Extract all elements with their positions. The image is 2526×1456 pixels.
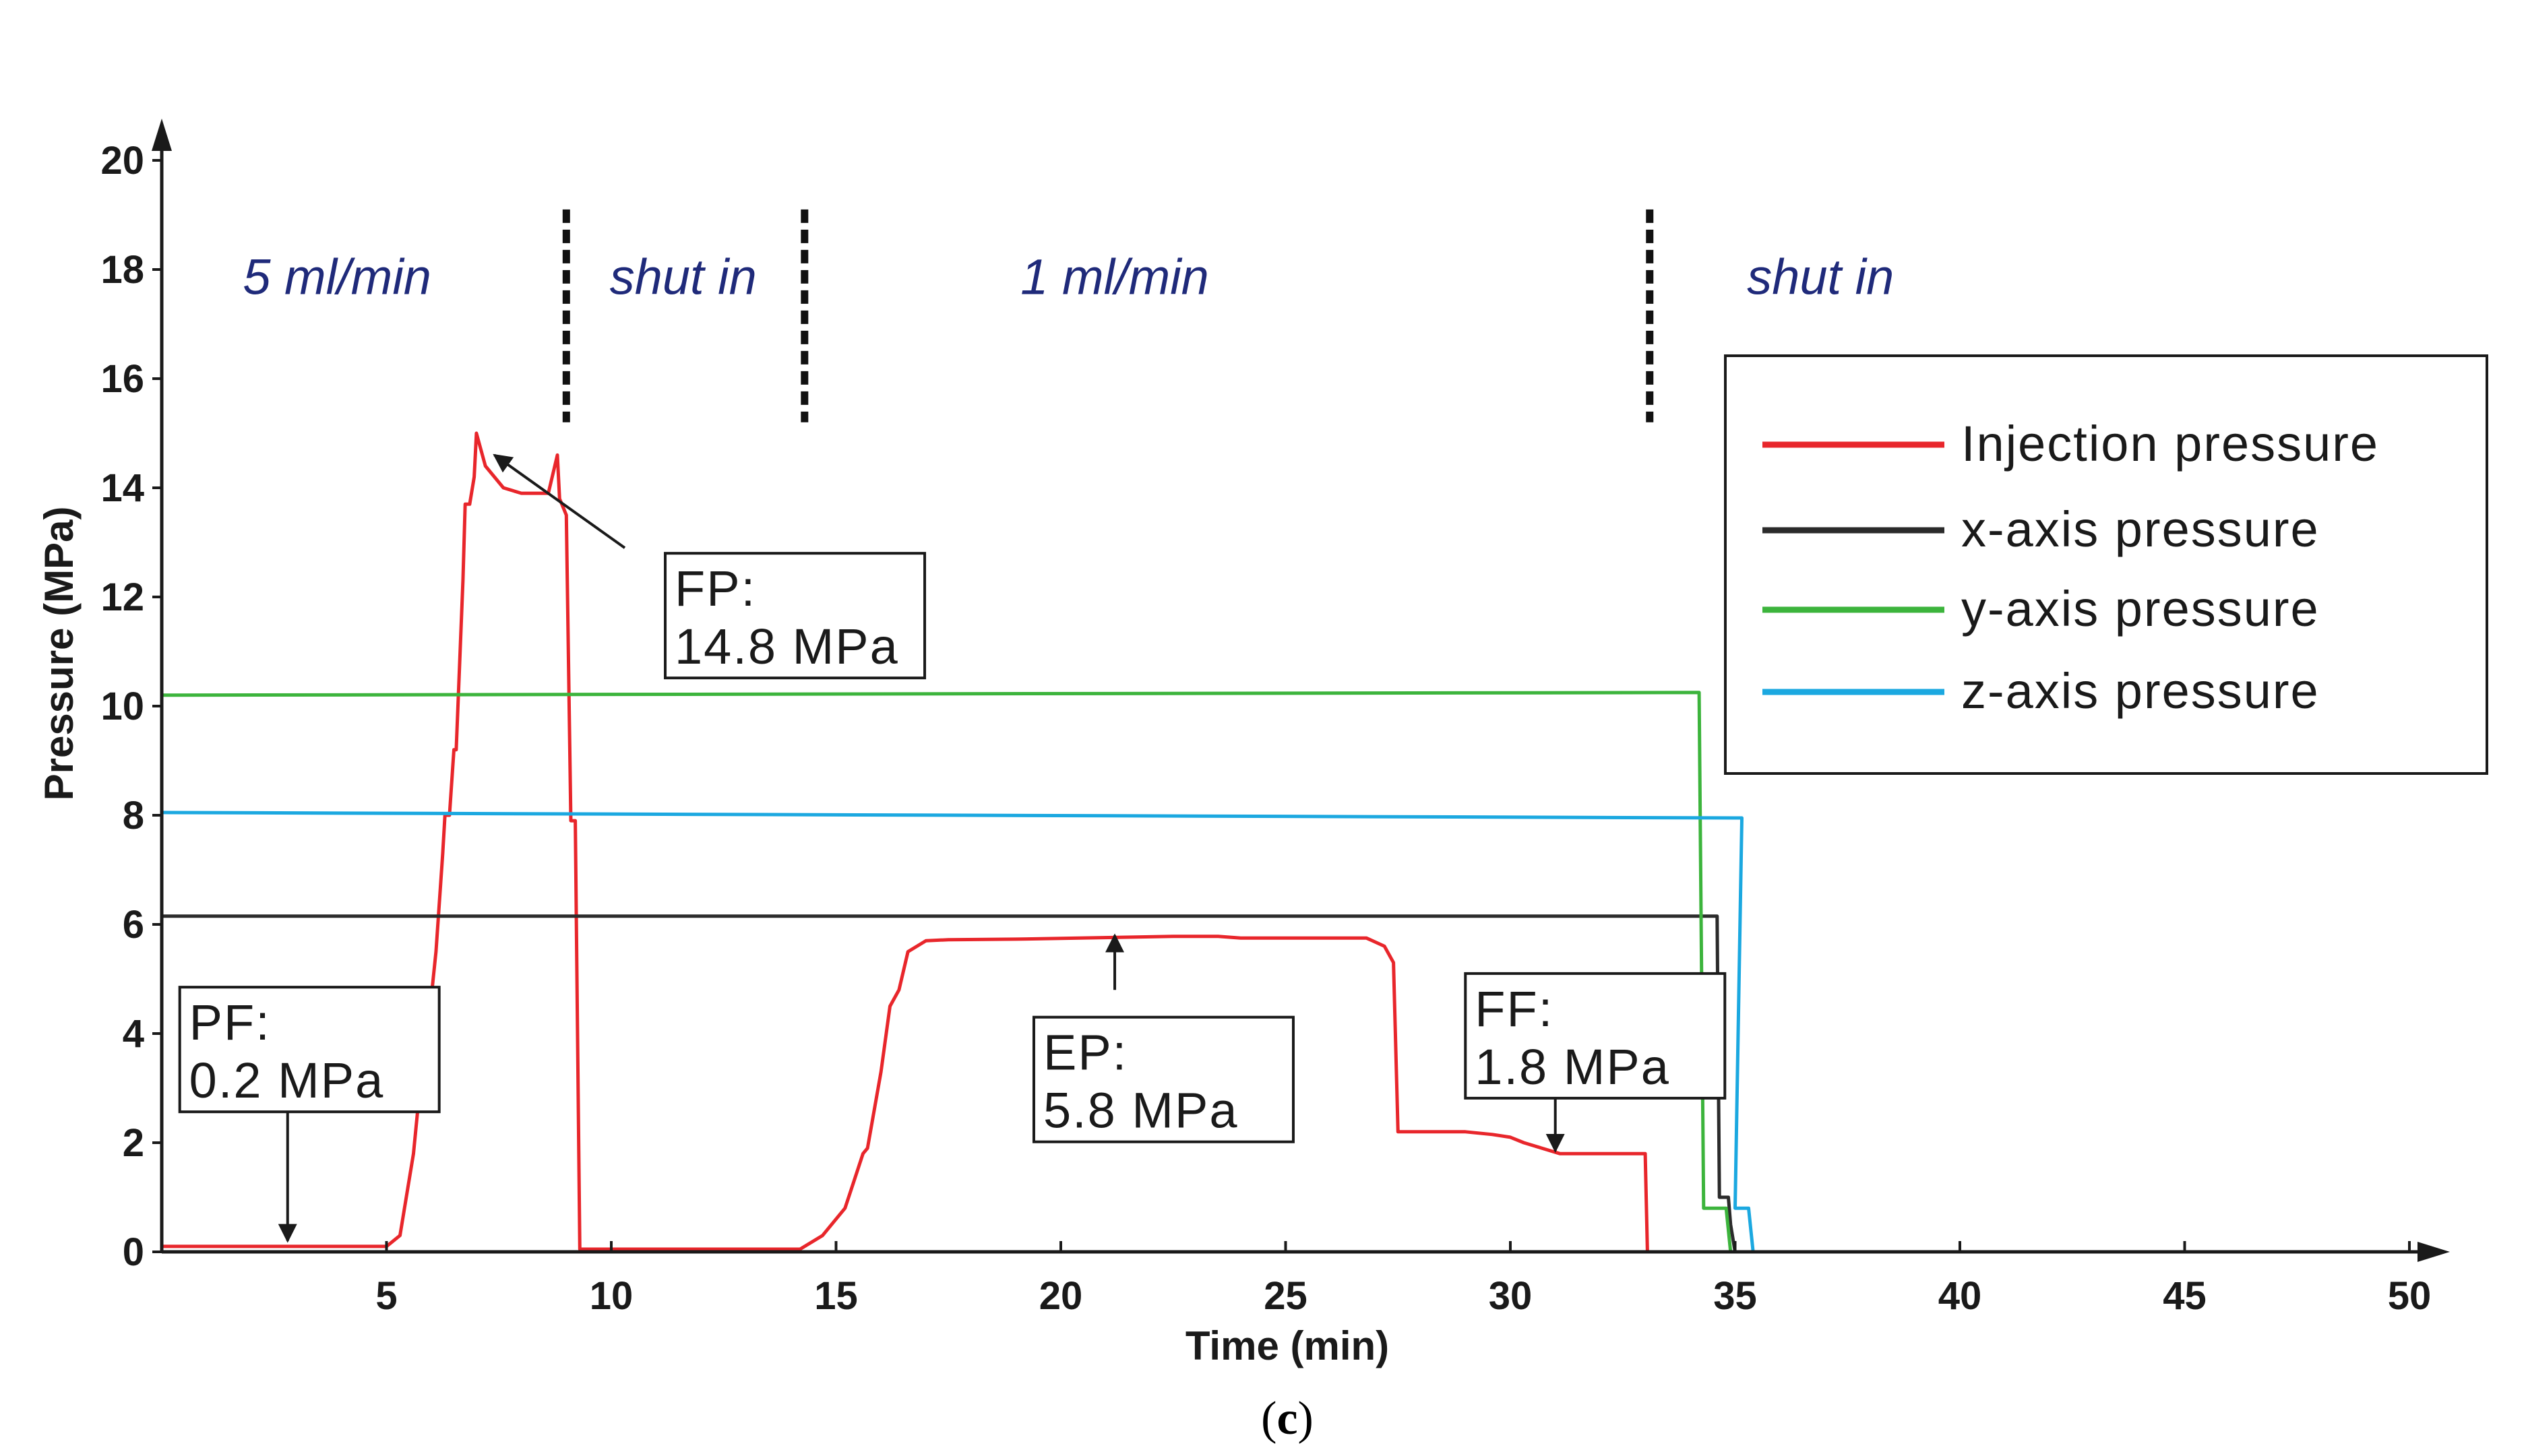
annotation-value: 5.8 MPa	[1043, 1083, 1239, 1139]
y-tick-label: 10	[100, 685, 144, 728]
x-axis-pressure-line	[162, 914, 1737, 1253]
x-tick-label: 50	[2388, 1274, 2432, 1318]
y-tick-label: 6	[123, 903, 144, 947]
pf-annotation: PF:0.2 MPa	[178, 986, 441, 1243]
y-axis-pressure-line	[161, 691, 1733, 1253]
x-tick-label: 20	[1039, 1274, 1083, 1318]
legend: Injection pressure x-axis pressure y-axis …	[1724, 354, 2488, 775]
annotation-box	[1464, 972, 1727, 1100]
legend-label: y-axis pressure	[1961, 581, 2320, 637]
x-tick-label: 10	[590, 1274, 634, 1318]
annotation-box	[1032, 1015, 1295, 1143]
y-tick-label: 18	[100, 248, 144, 292]
annotation-box	[178, 986, 441, 1114]
annotation-label: FP:	[675, 561, 756, 616]
phase-label: shut in	[610, 249, 757, 305]
x-tick-label: 25	[1264, 1274, 1307, 1318]
series-lines	[161, 431, 1755, 1253]
x-tick-label: 30	[1489, 1274, 1533, 1318]
legend-label: z-axis pressure	[1961, 663, 2320, 719]
ep-annotation: EP:5.8 MPa	[1032, 933, 1295, 1143]
caption-letter: c	[1276, 1393, 1297, 1445]
y-tick-label: 14	[100, 466, 144, 510]
annotation-arrow	[493, 453, 626, 549]
annotation-value: 14.8 MPa	[675, 619, 899, 674]
legend-label: Injection pressure	[1961, 416, 2379, 472]
annotation-value: 1.8 MPa	[1475, 1039, 1670, 1095]
x-tick-label: 45	[2163, 1274, 2207, 1318]
z-axis-pressure-line	[161, 811, 1755, 1253]
y-tick-label: 12	[100, 575, 144, 619]
annotation-label: EP:	[1043, 1025, 1128, 1081]
x-axis-arrowhead	[2417, 1242, 2450, 1262]
figure-caption: (c)	[1261, 1393, 1314, 1445]
y-tick-label: 8	[123, 794, 144, 837]
annotation-box	[664, 552, 927, 680]
phase-label: 5 ml/min	[243, 249, 431, 305]
y-tick-label: 4	[123, 1012, 144, 1056]
y-axis-title: Pressure (MPa)	[36, 507, 82, 801]
x-axis-title: Time (min)	[1185, 1323, 1389, 1368]
x-tick-label: 40	[1938, 1274, 1982, 1318]
phase-dividers	[562, 209, 1654, 422]
ff-annotation: FF:1.8 MPa	[1464, 972, 1727, 1153]
annotation-label: FF:	[1475, 981, 1553, 1037]
y-tick-label: 2	[123, 1121, 144, 1165]
legend-box	[1724, 354, 2488, 775]
annotation-value: 0.2 MPa	[189, 1052, 385, 1108]
y-axis-arrowhead	[152, 119, 172, 151]
phase-label: 1 ml/min	[1020, 249, 1209, 305]
axes: 5 10 15 20 25 30 35 40 45 50 0 2 4 6 8 10 12 14 16 18 20	[100, 119, 2450, 1318]
x-tick-label: 15	[814, 1274, 858, 1318]
legend-label: x-axis pressure	[1961, 501, 2320, 557]
annotations: FP:14.8 MPa PF:0.2 MPa EP:5.8 MPa FF:1.8 MP…	[178, 453, 1727, 1243]
caption-open: (	[1261, 1393, 1276, 1445]
injection-pressure-line	[162, 431, 1649, 1253]
x-tick-label: 35	[1713, 1274, 1757, 1318]
y-tick-label: 0	[123, 1230, 144, 1274]
phase-label: shut in	[1747, 249, 1894, 305]
annotation-label: PF:	[189, 994, 271, 1050]
phase-labels: 5 ml/min shut in 1 ml/min shut in	[243, 249, 1894, 305]
fp-annotation: FP:14.8 MPa	[493, 453, 927, 680]
x-tick-label: 5	[375, 1274, 397, 1318]
y-tick-label: 20	[100, 139, 144, 183]
caption-close: )	[1298, 1393, 1314, 1445]
y-tick-label: 16	[100, 357, 144, 401]
